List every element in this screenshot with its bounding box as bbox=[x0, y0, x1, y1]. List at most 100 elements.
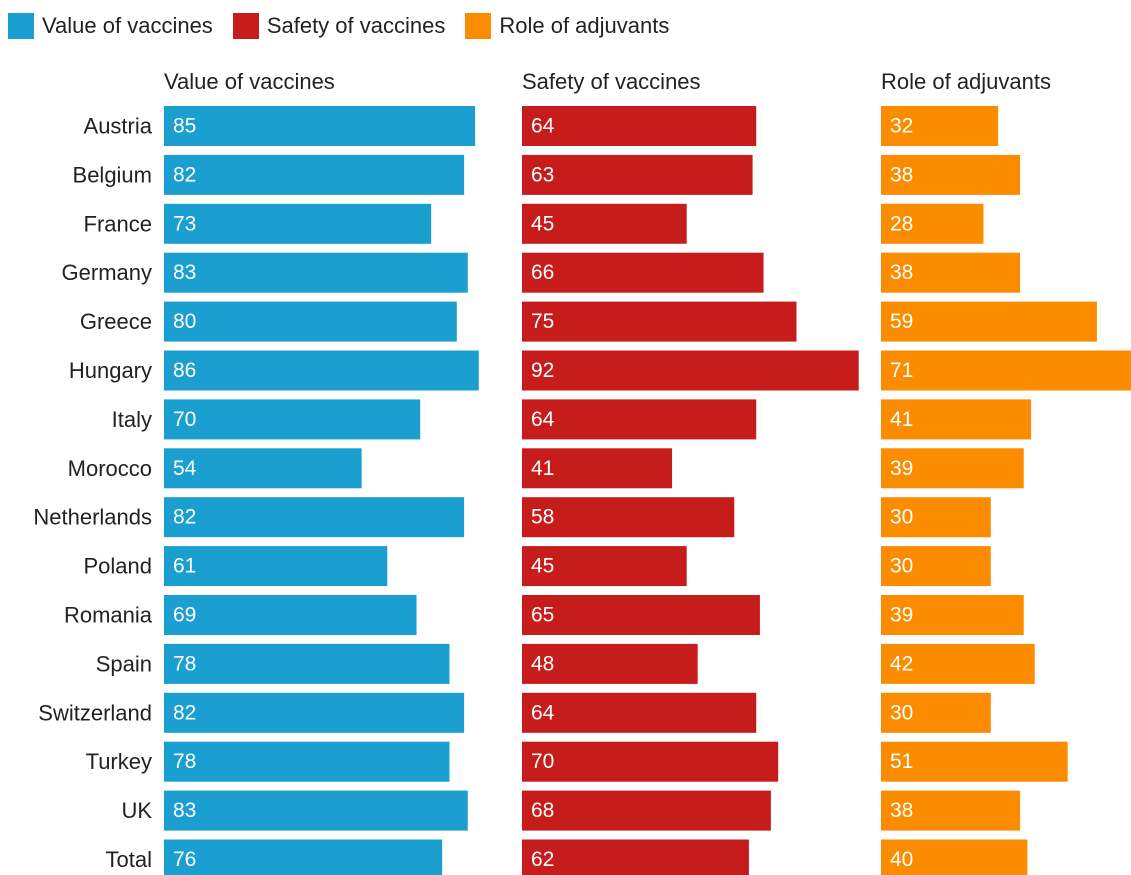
bar-value-of-vaccines-total bbox=[164, 839, 443, 875]
bar-value-of-vaccines-romania bbox=[164, 595, 417, 635]
bar-value-of-vaccines-hungary bbox=[164, 350, 479, 391]
bar-value-safety-of-vaccines-turkey: 70 bbox=[531, 750, 554, 773]
category-label-romania: Romania bbox=[64, 603, 153, 628]
bar-value-of-vaccines-switzerland bbox=[164, 692, 465, 733]
bar-role-of-adjuvants-hungary bbox=[881, 350, 1131, 391]
bar-value-role-of-adjuvants-romania: 39 bbox=[890, 604, 913, 627]
bar-value-safety-of-vaccines-uk: 68 bbox=[531, 799, 554, 822]
bar-role-of-adjuvants-austria bbox=[881, 106, 999, 146]
category-label-netherlands: Netherlands bbox=[33, 505, 152, 530]
legend-label-safety-of-vaccines: Safety of vaccines bbox=[266, 13, 446, 38]
bar-value-role-of-adjuvants-total: 40 bbox=[890, 848, 913, 871]
bar-value-value-of-vaccines-spain: 78 bbox=[173, 652, 196, 675]
legend-swatch-safety-of-vaccines bbox=[232, 13, 259, 39]
bar-value-value-of-vaccines-belgium: 82 bbox=[173, 163, 196, 186]
bar-role-of-adjuvants-belgium bbox=[881, 154, 1021, 195]
bar-value-of-vaccines-morocco bbox=[164, 448, 362, 489]
bar-value-of-vaccines-netherlands bbox=[164, 497, 465, 538]
bar-safety-of-vaccines-poland bbox=[522, 546, 687, 587]
bar-value-role-of-adjuvants-spain: 42 bbox=[890, 652, 913, 675]
bar-safety-of-vaccines-total bbox=[522, 839, 749, 875]
bar-safety-of-vaccines-germany bbox=[522, 252, 764, 293]
category-label-france: France bbox=[84, 211, 152, 236]
bar-value-safety-of-vaccines-austria: 64 bbox=[531, 115, 555, 138]
bar-safety-of-vaccines-belgium bbox=[522, 154, 753, 195]
bar-role-of-adjuvants-morocco bbox=[881, 448, 1024, 489]
category-label-switzerland: Switzerland bbox=[38, 700, 152, 725]
bar-role-of-adjuvants-switzerland bbox=[881, 692, 991, 733]
bar-safety-of-vaccines-hungary bbox=[522, 350, 859, 391]
category-label-italy: Italy bbox=[112, 407, 152, 432]
legend-swatch-value-of-vaccines bbox=[8, 13, 34, 39]
bar-safety-of-vaccines-switzerland bbox=[522, 692, 757, 733]
bar-value-safety-of-vaccines-poland: 45 bbox=[531, 555, 554, 578]
bar-value-safety-of-vaccines-switzerland: 64 bbox=[531, 701, 555, 724]
bar-role-of-adjuvants-romania bbox=[881, 595, 1024, 635]
legend-swatch-role-of-adjuvants bbox=[465, 13, 492, 39]
bar-role-of-adjuvants-germany bbox=[881, 252, 1021, 293]
bar-value-safety-of-vaccines-total: 62 bbox=[531, 848, 554, 871]
bar-value-value-of-vaccines-germany: 83 bbox=[173, 261, 196, 284]
bar-value-value-of-vaccines-romania: 69 bbox=[173, 604, 196, 627]
bar-value-of-vaccines-poland bbox=[164, 546, 388, 587]
category-label-hungary: Hungary bbox=[69, 358, 152, 383]
bar-value-role-of-adjuvants-switzerland: 30 bbox=[890, 701, 913, 724]
bar-safety-of-vaccines-uk bbox=[522, 790, 771, 831]
bar-safety-of-vaccines-italy bbox=[522, 399, 757, 440]
bar-value-role-of-adjuvants-germany: 38 bbox=[890, 261, 913, 284]
bar-role-of-adjuvants-italy bbox=[881, 399, 1032, 440]
bar-value-role-of-adjuvants-greece: 59 bbox=[890, 310, 913, 333]
bar-value-safety-of-vaccines-netherlands: 58 bbox=[531, 506, 554, 529]
category-label-germany: Germany bbox=[62, 260, 152, 285]
bar-safety-of-vaccines-turkey bbox=[522, 741, 779, 782]
category-label-belgium: Belgium bbox=[73, 162, 152, 187]
bar-value-role-of-adjuvants-belgium: 38 bbox=[890, 163, 913, 186]
bar-value-value-of-vaccines-uk: 83 bbox=[173, 799, 196, 822]
bar-value-value-of-vaccines-turkey: 78 bbox=[173, 750, 196, 773]
bar-value-of-vaccines-greece bbox=[164, 301, 457, 342]
bar-safety-of-vaccines-romania bbox=[522, 595, 760, 635]
bar-safety-of-vaccines-morocco bbox=[522, 448, 673, 489]
bar-value-role-of-adjuvants-austria: 32 bbox=[890, 115, 913, 138]
bar-role-of-adjuvants-poland bbox=[881, 546, 991, 587]
bar-value-value-of-vaccines-switzerland: 82 bbox=[173, 701, 196, 724]
category-label-austria: Austria bbox=[84, 114, 153, 139]
bar-safety-of-vaccines-netherlands bbox=[522, 497, 735, 538]
category-label-total: Total bbox=[106, 847, 152, 872]
legend-label-value-of-vaccines: Value of vaccines bbox=[42, 13, 213, 38]
bar-value-value-of-vaccines-france: 73 bbox=[173, 212, 196, 235]
bar-value-of-vaccines-france bbox=[164, 203, 432, 244]
category-label-poland: Poland bbox=[83, 554, 152, 579]
bar-value-value-of-vaccines-poland: 61 bbox=[173, 555, 196, 578]
legend-item-safety-of-vaccines: Safety of vaccines bbox=[232, 13, 446, 39]
bar-safety-of-vaccines-france bbox=[522, 203, 687, 244]
bar-value-value-of-vaccines-hungary: 86 bbox=[173, 359, 196, 382]
bar-value-safety-of-vaccines-germany: 66 bbox=[531, 261, 554, 284]
category-label-uk: UK bbox=[121, 798, 152, 823]
bar-value-safety-of-vaccines-italy: 64 bbox=[531, 408, 555, 431]
chart-legend: Value of vaccines Safety of vaccines Rol… bbox=[8, 12, 689, 40]
bar-value-value-of-vaccines-morocco: 54 bbox=[173, 457, 197, 480]
panel-title-role-of-adjuvants: Role of adjuvants bbox=[881, 69, 1051, 94]
bar-value-role-of-adjuvants-uk: 38 bbox=[890, 799, 913, 822]
bar-value-role-of-adjuvants-hungary: 71 bbox=[890, 359, 913, 382]
bar-value-safety-of-vaccines-france: 45 bbox=[531, 212, 554, 235]
bar-value-of-vaccines-germany bbox=[164, 252, 468, 293]
bar-value-role-of-adjuvants-turkey: 51 bbox=[890, 750, 913, 773]
bar-value-value-of-vaccines-austria: 85 bbox=[173, 115, 196, 138]
category-label-spain: Spain bbox=[96, 651, 152, 676]
bar-value-of-vaccines-italy bbox=[164, 399, 421, 440]
bar-value-safety-of-vaccines-romania: 65 bbox=[531, 604, 554, 627]
bar-role-of-adjuvants-uk bbox=[881, 790, 1021, 831]
bar-value-role-of-adjuvants-morocco: 39 bbox=[890, 457, 913, 480]
bar-value-safety-of-vaccines-spain: 48 bbox=[531, 652, 554, 675]
bar-value-of-vaccines-uk bbox=[164, 790, 468, 831]
category-label-turkey: Turkey bbox=[86, 749, 152, 774]
bar-value-of-vaccines-turkey bbox=[164, 741, 450, 782]
bar-value-value-of-vaccines-greece: 80 bbox=[173, 310, 196, 333]
bar-value-safety-of-vaccines-greece: 75 bbox=[531, 310, 554, 333]
bar-role-of-adjuvants-turkey bbox=[881, 741, 1068, 782]
bar-value-safety-of-vaccines-morocco: 41 bbox=[531, 457, 554, 480]
bar-safety-of-vaccines-greece bbox=[522, 301, 797, 342]
bar-value-of-vaccines-austria bbox=[164, 106, 476, 146]
